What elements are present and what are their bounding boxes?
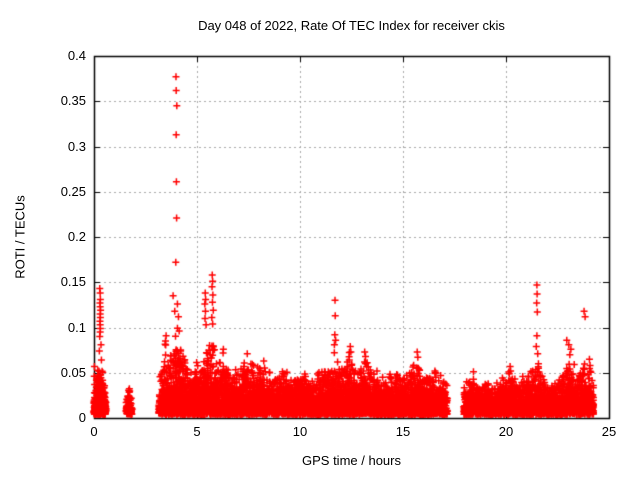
y-tick-label: 0.35 [60,93,86,109]
y-tick-label: 0.2 [67,229,86,244]
y-tick-label: 0.1 [67,319,86,335]
y-tick-label: 0.3 [67,138,86,154]
x-tick-label: 15 [395,424,411,439]
x-tick-label: 0 [90,424,98,439]
y-tick-label: 0 [78,410,86,425]
y-tick-label: 0.25 [60,183,86,199]
x-tick-label: 5 [193,424,201,439]
x-tick-label: 20 [498,424,514,439]
y-tick-label: 0.05 [60,364,86,380]
chart-title: Day 048 of 2022, Rate Of TEC Index for r… [198,18,505,33]
x-tick-label: 10 [292,424,308,439]
y-tick-label: 0.4 [67,48,86,63]
x-tick-label: 25 [601,424,617,439]
x-axis-label: GPS time / hours [302,453,401,468]
y-tick-label: 0.15 [60,274,86,290]
y-axis-label: ROTI / TECUs [12,195,28,279]
